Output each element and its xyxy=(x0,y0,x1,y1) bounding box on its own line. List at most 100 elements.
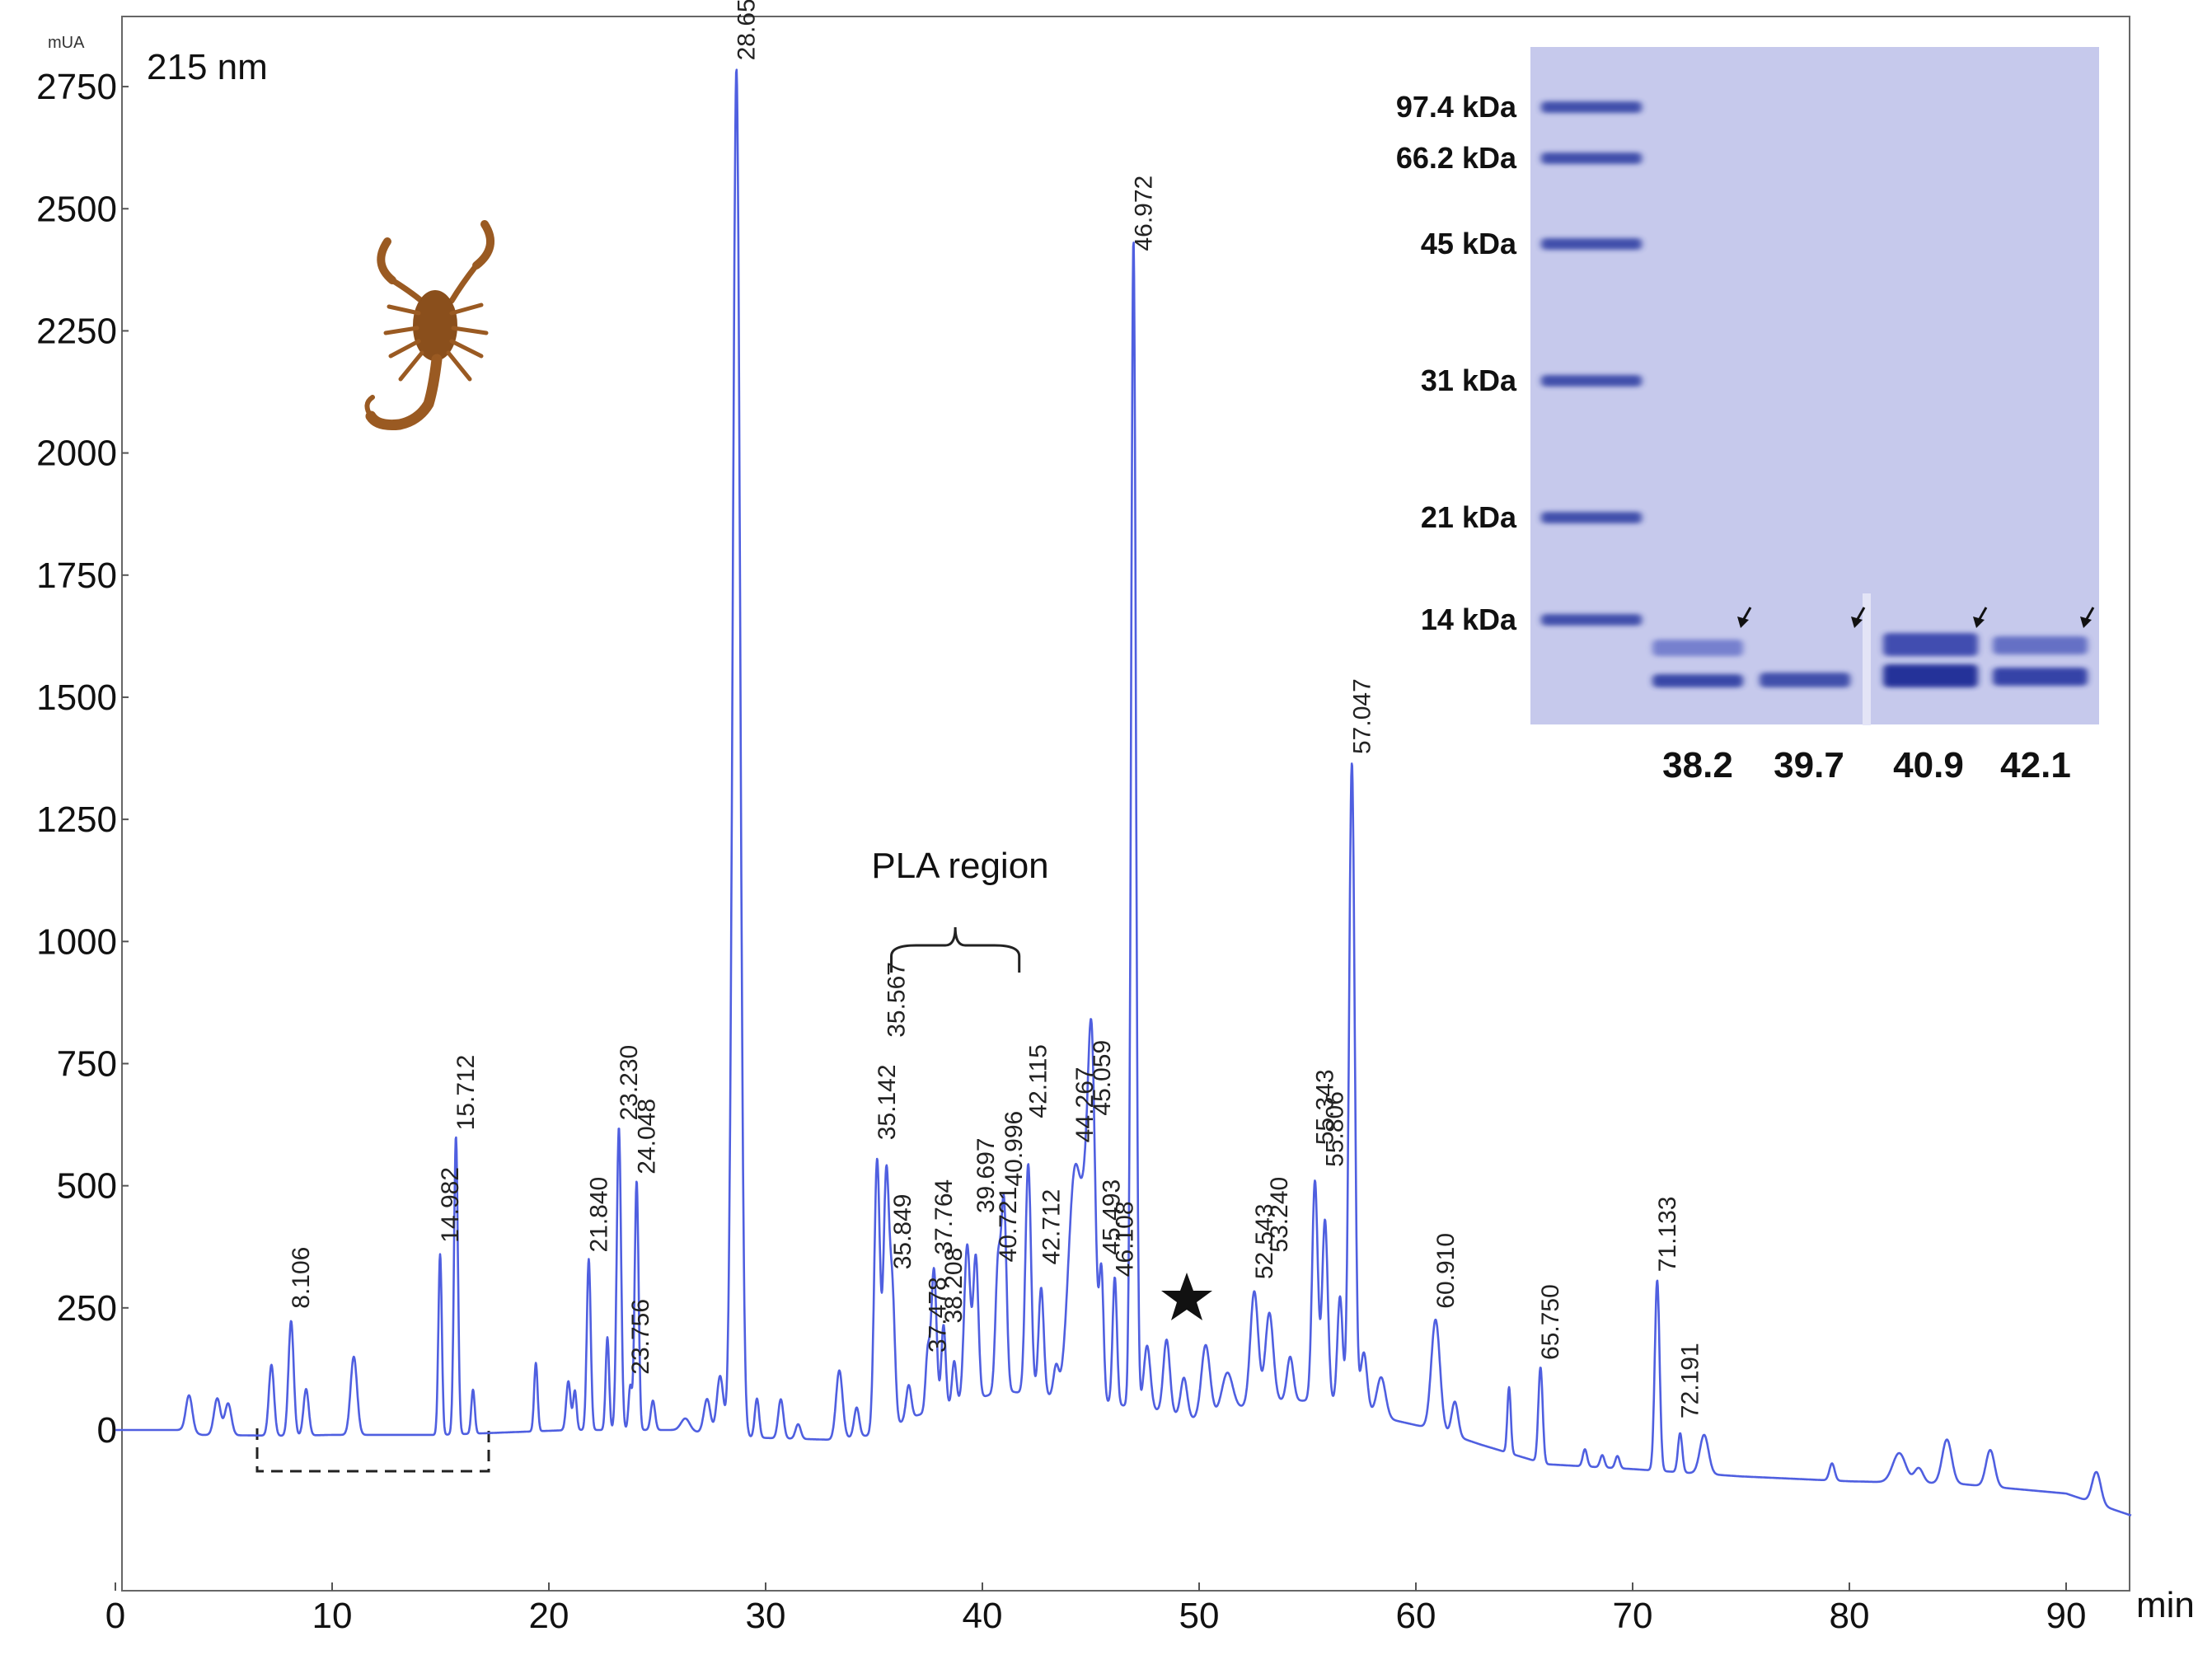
gel-lane-labels: 38.2 39.7 40.9 42.1 xyxy=(1662,745,2071,785)
dashed-bracket xyxy=(255,1428,490,1473)
peak-label: 21.840 xyxy=(585,1177,612,1253)
chromatogram-trace xyxy=(115,68,2132,1517)
y-axis-unit: mUA xyxy=(48,34,85,52)
star-icon xyxy=(1161,1273,1212,1320)
arrow-head xyxy=(1737,617,1749,628)
x-tick-label: 80 xyxy=(1830,1596,1870,1636)
marker-band xyxy=(1541,101,1642,113)
y-tick-label: 1250 xyxy=(36,799,117,840)
lane-label: 42.1 xyxy=(2000,745,2071,785)
lane-label: 38.2 xyxy=(1662,745,1733,785)
y-axis-ticks: 0 250 500 750 1000 1250 1500 1750 2000 2250 2500 27… xyxy=(36,67,129,1451)
x-tick-label: 10 xyxy=(312,1596,353,1636)
x-tick-label: 40 xyxy=(963,1596,1003,1636)
gel-marker-bands xyxy=(1541,101,1642,626)
marker-label: 45 kDa xyxy=(1421,227,1517,260)
x-axis-unit: min xyxy=(2136,1585,2195,1625)
peak-label: 72.191 xyxy=(1677,1343,1704,1418)
marker-band xyxy=(1541,614,1642,626)
peak-label: 28.653 xyxy=(733,0,761,60)
peak-label: 35.142 xyxy=(874,1064,901,1140)
peak-label: 40.721 xyxy=(995,1187,1022,1263)
peak-label: 40.996 xyxy=(1001,1111,1028,1187)
marker-label: 14 kDa xyxy=(1421,602,1517,636)
peak-label: 23.756 xyxy=(627,1299,654,1375)
scorpion-icon xyxy=(364,220,495,430)
peak-label: 42.115 xyxy=(1025,1044,1052,1118)
sample-band xyxy=(1993,636,2088,654)
y-tick-label: 2250 xyxy=(36,311,117,351)
peak-label: 42.712 xyxy=(1038,1189,1065,1265)
peak-label: 46.108 xyxy=(1112,1201,1139,1277)
arrow-head xyxy=(1973,617,1985,628)
y-tick-label: 250 xyxy=(57,1288,117,1329)
marker-band xyxy=(1541,152,1642,164)
plot-frame xyxy=(121,16,2130,1592)
peak-label: 45.059 xyxy=(1089,1040,1116,1116)
x-tick-label: 90 xyxy=(2046,1596,2087,1636)
peak-label: 57.047 xyxy=(1348,678,1375,754)
peak-label: 8.106 xyxy=(288,1247,315,1309)
gel-arrows xyxy=(1737,607,2095,628)
peak-label: 60.910 xyxy=(1432,1233,1460,1309)
y-tick-label: 2750 xyxy=(36,67,117,107)
y-tick-label: 0 xyxy=(97,1410,117,1451)
peak-label: 14.982 xyxy=(437,1167,464,1243)
inset-gel: 97.4 kDa 66.2 kDa 45 kDa 31 kDa 21 kDa 14 kDa… xyxy=(1396,47,2099,785)
peak-label: 23.230 xyxy=(616,1045,643,1121)
peak-label: 55.806 xyxy=(1322,1091,1349,1167)
x-tick-label: 60 xyxy=(1396,1596,1436,1636)
pla-region-brace xyxy=(890,926,1021,973)
peak-label: 46.972 xyxy=(1130,176,1157,251)
peak-label: 37.764 xyxy=(930,1179,958,1255)
lane-label: 39.7 xyxy=(1774,745,1844,785)
peak-label: 15.712 xyxy=(452,1055,480,1131)
sample-band xyxy=(1993,668,2088,686)
arrow-head xyxy=(1851,617,1863,628)
y-tick-label: 500 xyxy=(57,1166,117,1207)
wavelength-label: 215 nm xyxy=(147,47,268,87)
y-tick-label: 1000 xyxy=(36,921,117,962)
marker-band xyxy=(1541,512,1642,523)
pla-region-annotation: PLA region xyxy=(871,846,1049,973)
x-tick-label: 50 xyxy=(1179,1596,1220,1636)
x-tick-label: 70 xyxy=(1613,1596,1653,1636)
x-tick-label: 30 xyxy=(746,1596,786,1636)
x-tick-label: 20 xyxy=(529,1596,569,1636)
peak-label: 38.208 xyxy=(940,1248,968,1324)
marker-band xyxy=(1541,238,1642,250)
sample-band xyxy=(1760,673,1850,687)
marker-band xyxy=(1541,375,1642,387)
gel-marker-labels: 97.4 kDa 66.2 kDa 45 kDa 31 kDa 21 kDa 14 kDa xyxy=(1396,90,1517,636)
arrow-head xyxy=(2080,617,2092,628)
peak-label: 44.267 xyxy=(1071,1067,1099,1142)
pla-region-label: PLA region xyxy=(871,846,1048,886)
marker-label: 21 kDa xyxy=(1421,500,1517,534)
y-tick-label: 2000 xyxy=(36,434,117,474)
peak-label: 71.133 xyxy=(1654,1196,1681,1272)
lane-label: 40.9 xyxy=(1893,745,1964,785)
x-axis-ticks: 0 10 20 30 40 50 60 70 80 90 xyxy=(105,1582,2087,1636)
peak-label: 37.478 xyxy=(925,1277,952,1353)
peak-labels: 8.106 14.982 15.712 21.840 23.230 23.756 24.04… xyxy=(288,0,1704,1418)
peak-label: 39.697 xyxy=(972,1137,1000,1213)
peak-label: 35.849 xyxy=(889,1194,916,1270)
marker-label: 66.2 kDa xyxy=(1396,141,1517,175)
peak-label: 55.343 xyxy=(1312,1069,1339,1145)
peak-label: 24.048 xyxy=(633,1099,660,1174)
sample-band xyxy=(1652,640,1743,656)
marker-label: 97.4 kDa xyxy=(1396,90,1517,124)
peak-label: 35.567 xyxy=(883,962,910,1038)
sample-band xyxy=(1652,674,1743,687)
y-tick-label: 750 xyxy=(57,1043,117,1084)
sample-band xyxy=(1883,664,1978,687)
peak-label: 52.543 xyxy=(1251,1203,1278,1279)
peak-label: 65.750 xyxy=(1537,1284,1564,1360)
peak-label: 45.493 xyxy=(1098,1179,1125,1255)
gel-lane-divider xyxy=(1863,593,1871,725)
peak-label: 53.240 xyxy=(1266,1177,1293,1253)
marker-label: 31 kDa xyxy=(1421,363,1517,397)
sample-band xyxy=(1883,633,1978,656)
y-tick-label: 2500 xyxy=(36,189,117,229)
